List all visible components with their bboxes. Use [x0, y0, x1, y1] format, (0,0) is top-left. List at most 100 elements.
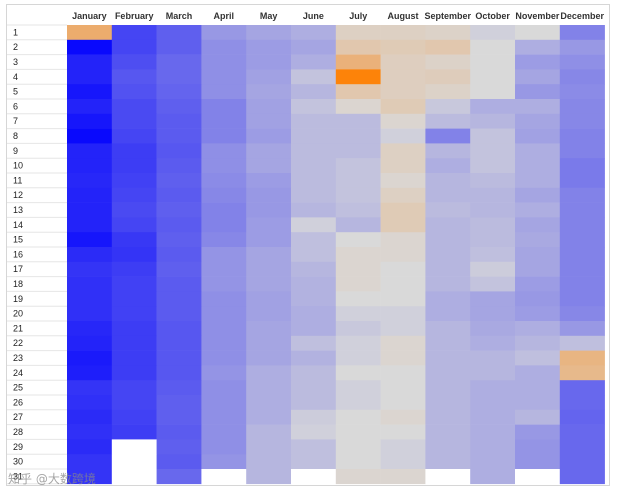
heatmap-cell-december-5: [559, 84, 605, 100]
month-label-september: September: [425, 11, 472, 21]
heatmap-cell-february-10: [111, 158, 157, 174]
month-label-october: October: [475, 11, 510, 21]
day-label-22: 22: [13, 338, 23, 348]
heatmap-cell-july-31: [335, 469, 381, 485]
heatmap-cell-june-20: [291, 306, 337, 322]
heatmap-cell-october-28: [470, 424, 516, 440]
day-label-7: 7: [13, 116, 18, 126]
heatmap-cell-february-15: [111, 232, 157, 248]
heatmap-cell-june-25: [291, 380, 337, 396]
heatmap-cell-december-30: [559, 454, 605, 470]
heatmap-cell-june-3: [291, 54, 337, 70]
heatmap-cell-may-9: [246, 143, 292, 159]
heatmap-cell-november-18: [515, 276, 561, 292]
heatmap-cell-april-31: [201, 469, 247, 485]
heatmap-cell-september-17: [425, 261, 471, 277]
heatmap-cell-october-4: [470, 69, 516, 85]
heatmap-cell-november-12: [515, 187, 561, 203]
heatmap-cell-october-13: [470, 202, 516, 218]
heatmap-cell-august-19: [380, 291, 426, 307]
heatmap-cell-september-31: [425, 469, 471, 485]
heatmap-cell-february-6: [111, 99, 157, 115]
heatmap-cell-september-9: [425, 143, 471, 159]
day-label-10: 10: [13, 161, 23, 171]
heatmap-cell-july-27: [335, 409, 381, 425]
heatmap-cell-august-1: [380, 25, 426, 41]
heatmap-cell-june-30: [291, 454, 337, 470]
heatmap-cell-march-5: [156, 84, 202, 100]
heatmap-cell-november-5: [515, 84, 561, 100]
heatmap-cell-january-19: [67, 291, 113, 307]
heatmap-cell-march-4: [156, 69, 202, 85]
heatmap-cell-june-21: [291, 321, 337, 337]
month-label-december: December: [560, 11, 604, 21]
heatmap-cell-march-16: [156, 247, 202, 263]
heatmap-cell-november-30: [515, 454, 561, 470]
heatmap-cell-june-7: [291, 113, 337, 129]
watermark: 知乎 @大数跨境: [8, 472, 96, 486]
heatmap-cell-june-11: [291, 173, 337, 189]
heatmap-cell-may-14: [246, 217, 292, 233]
heatmap-cell-april-1: [201, 25, 247, 41]
heatmap-cell-december-10: [559, 158, 605, 174]
heatmap-cell-june-31: [291, 469, 337, 485]
heatmap-cell-may-4: [246, 69, 292, 85]
heatmap-cell-january-4: [67, 69, 113, 85]
heatmap-cell-february-24: [111, 365, 157, 381]
heatmap-cell-may-31: [246, 469, 292, 485]
heatmap-cell-october-11: [470, 173, 516, 189]
heatmap-cell-april-24: [201, 365, 247, 381]
heatmap-cell-january-21: [67, 321, 113, 337]
heatmap-cell-december-3: [559, 54, 605, 70]
heatmap-cell-august-15: [380, 232, 426, 248]
heatmap-cell-august-12: [380, 187, 426, 203]
heatmap-cell-october-9: [470, 143, 516, 159]
heatmap-cell-november-4: [515, 69, 561, 85]
heatmap-cell-march-3: [156, 54, 202, 70]
heatmap-cell-september-30: [425, 454, 471, 470]
day-label-3: 3: [13, 57, 18, 67]
heatmap-cell-july-22: [335, 335, 381, 351]
heatmap-cell-may-24: [246, 365, 292, 381]
heatmap-cell-march-12: [156, 187, 202, 203]
heatmap-cell-december-6: [559, 99, 605, 115]
heatmap-cell-february-4: [111, 69, 157, 85]
heatmap-cell-march-18: [156, 276, 202, 292]
heatmap-cell-july-17: [335, 261, 381, 277]
heatmap-cell-july-30: [335, 454, 381, 470]
heatmap-cell-march-7: [156, 113, 202, 129]
heatmap-cell-may-21: [246, 321, 292, 337]
heatmap-cell-november-17: [515, 261, 561, 277]
heatmap-cell-september-16: [425, 247, 471, 263]
heatmap-cell-july-26: [335, 395, 381, 411]
heatmap-cell-august-2: [380, 39, 426, 55]
heatmap-cell-april-5: [201, 84, 247, 100]
heatmap-cell-april-19: [201, 291, 247, 307]
heatmap-cell-october-22: [470, 335, 516, 351]
heatmap-cell-august-10: [380, 158, 426, 174]
month-label-march: March: [166, 11, 193, 21]
heatmap-cell-september-6: [425, 99, 471, 115]
heatmap-cell-april-29: [201, 439, 247, 455]
heatmap-cell-july-24: [335, 365, 381, 381]
heatmap-cell-june-12: [291, 187, 337, 203]
heatmap-cell-november-25: [515, 380, 561, 396]
heatmap-cell-january-15: [67, 232, 113, 248]
heatmap-cell-july-14: [335, 217, 381, 233]
heatmap-cell-december-21: [559, 321, 605, 337]
heatmap-cell-july-5: [335, 84, 381, 100]
heatmap-cell-october-10: [470, 158, 516, 174]
heatmap-cell-october-6: [470, 99, 516, 115]
heatmap-cell-july-21: [335, 321, 381, 337]
heatmap-cell-april-7: [201, 113, 247, 129]
heatmap-cell-december-11: [559, 173, 605, 189]
heatmap-cell-april-9: [201, 143, 247, 159]
heatmap-cell-march-9: [156, 143, 202, 159]
heatmap-cell-february-26: [111, 395, 157, 411]
heatmap-cell-march-23: [156, 350, 202, 366]
heatmap-cell-october-2: [470, 39, 516, 55]
heatmap-cell-february-13: [111, 202, 157, 218]
heatmap-cell-march-6: [156, 99, 202, 115]
day-label-15: 15: [13, 235, 23, 245]
heatmap-cell-november-19: [515, 291, 561, 307]
